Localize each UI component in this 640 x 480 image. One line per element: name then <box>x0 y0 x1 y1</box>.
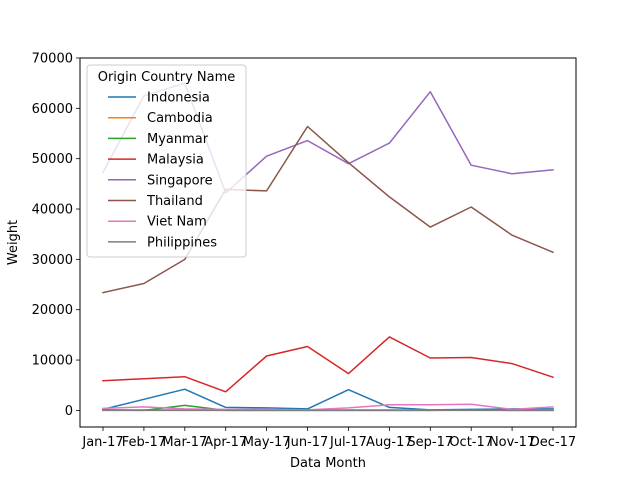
y-tick-label: 0 <box>65 404 73 419</box>
y-axis-label: Weight <box>6 220 21 265</box>
series-line-thailand <box>102 125 554 294</box>
x-tick-label: Aug-17 <box>366 435 413 450</box>
legend-label: Philippines <box>147 235 217 250</box>
x-tick-label: Mar-17 <box>162 435 207 450</box>
legend-label: Cambodia <box>147 111 213 126</box>
y-tick-label: 60000 <box>32 102 73 117</box>
x-tick-label: Feb-17 <box>122 435 166 450</box>
x-tick-label: Jan-17 <box>81 435 123 450</box>
legend-label: Viet Nam <box>147 215 207 230</box>
series-line-viet-nam <box>102 403 554 411</box>
x-tick-label: Oct-17 <box>449 435 493 450</box>
plot-frame <box>79 57 577 428</box>
legend-box <box>86 64 247 258</box>
x-tick-label: Sep-17 <box>407 435 453 450</box>
y-tick-label: 30000 <box>32 253 73 268</box>
x-tick-label: Apr-17 <box>204 435 247 450</box>
legend: Origin Country Name Indonesia Cambodia Mya… <box>86 64 247 258</box>
y-tick-label: 40000 <box>32 203 73 218</box>
y-tick-label: 50000 <box>32 152 73 167</box>
legend-label: Singapore <box>147 173 213 188</box>
x-tick-label: Jul-17 <box>329 435 367 450</box>
y-tick-label: 10000 <box>32 354 73 369</box>
legend-label: Thailand <box>146 194 203 209</box>
x-tick-label: May-17 <box>243 435 291 450</box>
y-tick-label: 20000 <box>32 303 73 318</box>
legend-label: Malaysia <box>147 153 204 168</box>
x-tick-label: Nov-17 <box>489 435 535 450</box>
legend-title: Origin Country Name <box>98 70 236 85</box>
legend-label: Indonesia <box>147 91 210 106</box>
legend-entries: Indonesia Cambodia Myanmar Malaysia Singapor… <box>108 91 217 250</box>
y-axis: 0 10000 20000 30000 40000 50000 60000 70000 <box>32 52 80 419</box>
x-tick-label: Jun-17 <box>286 435 329 450</box>
series-line-malaysia <box>102 336 554 393</box>
x-tick-label: Dec-17 <box>530 435 576 450</box>
legend-label: Myanmar <box>147 132 209 147</box>
y-tick-label: 70000 <box>32 52 73 67</box>
x-axis-label: Data Month <box>290 456 366 471</box>
